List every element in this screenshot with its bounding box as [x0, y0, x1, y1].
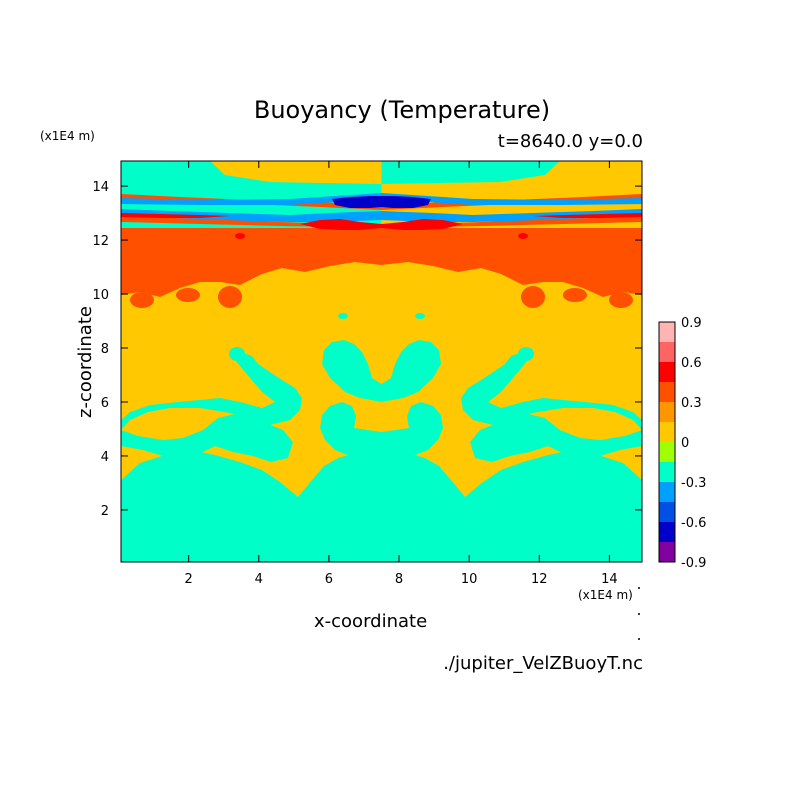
colorbar-swatch-8 — [659, 382, 675, 402]
x-tick-label: 8 — [395, 572, 403, 587]
warm-orange-knot — [300, 219, 382, 230]
coldest-core-mirror — [381, 196, 431, 208]
cool-left-lobe-mirror — [461, 352, 642, 430]
cool-right-lobe-extension — [470, 414, 642, 462]
warm-orange-dot — [235, 233, 245, 239]
x-tick-label: 2 — [185, 572, 193, 587]
cool-top-cap-band — [121, 161, 560, 228]
source-file-label: ./jupiter_VelZBuoyT.nc — [443, 653, 643, 674]
colorbar-tick-label: 0.3 — [681, 396, 702, 411]
x-axis-unit: (x1E4 m) — [578, 588, 633, 602]
plot-area — [121, 161, 642, 562]
warm-blob-left-small-mirror — [609, 292, 633, 308]
cool-center-plume — [320, 402, 382, 456]
cool-small-blob-left-mirror — [518, 347, 534, 361]
plot-frame — [120, 160, 643, 563]
warm-blob-left-mirror — [521, 286, 545, 308]
cool-small-blob-upper — [338, 313, 348, 319]
y-tick-label: 4 — [101, 450, 109, 465]
warm-blob-left-mid — [176, 288, 200, 302]
warm-orange-knot-mirror — [381, 219, 463, 230]
colorbar-swatch-2 — [659, 502, 675, 522]
colorbar-swatch-10 — [659, 342, 675, 362]
colorbar-tick-label: 0 — [681, 436, 689, 451]
warm-upper-band-mirror — [381, 228, 642, 297]
chart-subtitle: t=8640.0 y=0.0 — [497, 131, 643, 152]
colorbar-tick-label: 0.6 — [681, 356, 702, 371]
x-tick-label: 6 — [325, 572, 333, 587]
x-tick-label: 4 — [255, 572, 263, 587]
colorbar-swatch-5 — [659, 442, 675, 462]
y-tick-label: 12 — [92, 234, 109, 249]
colorbar-swatch-3 — [659, 482, 675, 502]
chart-title: Buoyancy (Temperature) — [253, 96, 551, 124]
warm-orange-streak-mirror — [533, 213, 642, 218]
corner-marks — [638, 587, 640, 640]
cool-lower-layer — [121, 450, 382, 562]
y-tick-label: 14 — [92, 180, 109, 195]
cold-top-streak-mirror — [381, 193, 642, 205]
cool-center-column-mirror — [381, 340, 441, 402]
warm-orange-streak — [121, 213, 230, 218]
x-axis-label: x-coordinate — [314, 611, 428, 632]
colorbar-tick-label: -0.6 — [681, 516, 706, 531]
y-tick-label: 2 — [101, 504, 109, 519]
cool-small-blob-upper-mirror — [415, 313, 425, 319]
y-tick-label: 8 — [101, 342, 109, 357]
y-tick-label: 6 — [101, 396, 109, 411]
cool-left-lobe-extension — [121, 414, 293, 462]
colorbar-swatch-7 — [659, 402, 675, 422]
colorbar-swatch-9 — [659, 362, 675, 382]
y-axis-unit: (x1E4 m) — [40, 129, 95, 143]
colorbar-swatch-4 — [659, 462, 675, 482]
y-tick-label: 10 — [92, 288, 109, 303]
x-tick-label: 14 — [601, 572, 618, 587]
colorbar-swatch-0 — [659, 542, 675, 562]
cool-center-column — [322, 340, 382, 402]
x-tick-label: 10 — [461, 572, 478, 587]
colorbar-tick-label: 0.9 — [681, 316, 702, 331]
cool-center-plume-mirror — [381, 402, 443, 456]
colorbar-swatch-1 — [659, 522, 675, 542]
x-tick-label: 12 — [531, 572, 548, 587]
colorbar-swatch-11 — [659, 322, 675, 342]
warm-upper-band — [121, 228, 382, 297]
warm-orange-dot-mirror — [518, 233, 528, 239]
warm-blob-left-small — [130, 292, 154, 308]
colorbar: -0.9 -0.6 -0.3 0 0.3 0.6 0.9 — [658, 316, 706, 571]
colorbar-frame — [658, 321, 676, 563]
cold-top-streak — [121, 193, 382, 205]
cool-left-lobe — [121, 352, 302, 430]
colorbar-tick-label: -0.3 — [681, 476, 706, 491]
colorbar-tick-label: -0.9 — [681, 556, 706, 571]
warm-blob-left — [218, 286, 242, 308]
colorbar-swatch-6 — [659, 422, 675, 442]
coldest-core — [332, 196, 382, 208]
warm-blob-left-mid-mirror — [563, 288, 587, 302]
cool-lower-layer-mirror — [381, 450, 642, 562]
cool-small-blob-left — [229, 347, 245, 361]
